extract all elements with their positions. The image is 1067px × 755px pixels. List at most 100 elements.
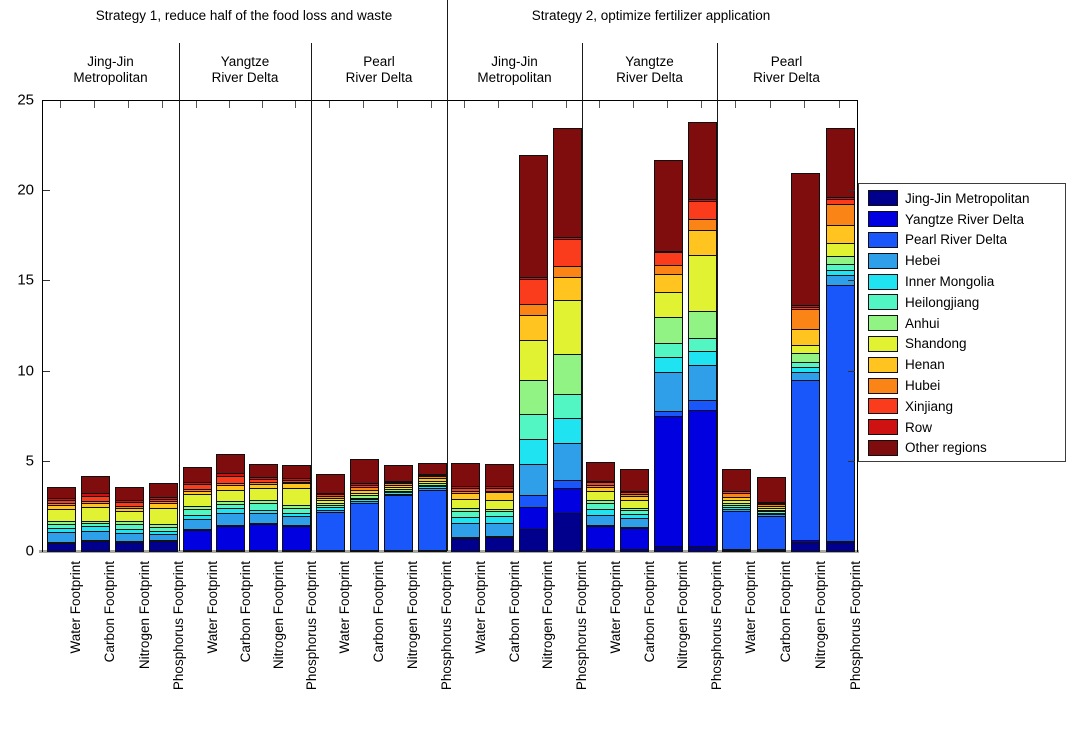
bar-segment-xinjiang xyxy=(553,239,581,266)
bar-segment-henan xyxy=(792,329,820,345)
bar-segment-row xyxy=(757,502,785,503)
x-axis-label: Carbon Footprint xyxy=(641,561,657,663)
stacked-bar-nitrogen-footprint xyxy=(249,464,278,552)
bar-segment-other-regions xyxy=(418,464,446,474)
bar-segment-anhui xyxy=(47,521,75,524)
bar-segment-pearl-river-delta xyxy=(250,523,277,524)
region-label: Jing-Jin Metropolitan xyxy=(73,54,148,85)
bar-segment-henan xyxy=(350,490,378,493)
x-axis-label: Water Footprint xyxy=(68,561,84,654)
bar-segment-shandong xyxy=(217,490,244,501)
x-axis-label: Water Footprint xyxy=(337,561,352,654)
bar-segment-hubei xyxy=(587,485,615,487)
bar-segment-other-regions xyxy=(217,455,244,473)
bar-segment-pearl-river-delta xyxy=(654,411,682,416)
bar-segment-hebei xyxy=(827,275,855,285)
stacked-bar-water-footprint xyxy=(183,467,212,552)
bar-segment-henan xyxy=(486,492,514,500)
y-tick-mark xyxy=(43,280,50,282)
bar-segment-other-regions xyxy=(688,123,716,199)
bar-segment-anhui xyxy=(116,521,144,524)
bar-segment-anhui xyxy=(418,483,446,485)
bar-segment-yangtze-river-delta xyxy=(116,541,144,542)
x-axis-label: Carbon Footprint xyxy=(371,561,386,663)
bar-segment-henan xyxy=(418,478,446,481)
y-axis-tick-label: 25 xyxy=(17,91,34,109)
bar-segment-jing-jin-metropolitan xyxy=(757,550,785,551)
bar-segment-anhui xyxy=(384,489,412,491)
bar-segment-hebei xyxy=(486,523,514,536)
bar-segment-inner-mongolia xyxy=(47,528,75,532)
bar-segment-heilongjiang xyxy=(452,511,480,517)
region-label: Pearl River Delta xyxy=(345,54,413,85)
bar-segment-yangtze-river-delta xyxy=(587,526,615,549)
bar-segment-inner-mongolia xyxy=(316,507,344,510)
bar-segment-shandong xyxy=(250,488,277,500)
legend-label: Yangtze River Delta xyxy=(905,211,1025,227)
bar-segment-heilongjiang xyxy=(486,511,514,516)
bar-segment-hubei xyxy=(283,482,310,483)
bar-segment-yangtze-river-delta xyxy=(47,542,75,543)
bar-segment-heilongjiang xyxy=(688,338,716,351)
bar-segment-jing-jin-metropolitan xyxy=(827,542,855,551)
legend-label: Xinjiang xyxy=(905,398,954,414)
legend-color-swatch xyxy=(868,190,898,207)
x-axis-label: Water Footprint xyxy=(607,561,623,654)
bar-segment-henan xyxy=(316,498,344,500)
bar-segment-anhui xyxy=(217,501,244,504)
bar-segment-anhui xyxy=(350,495,378,498)
bar-segment-pearl-river-delta xyxy=(587,525,615,526)
legend-color-swatch xyxy=(868,294,898,311)
bar-segment-hubei xyxy=(250,482,277,484)
bar-segment-xinjiang xyxy=(519,279,547,304)
bar-segment-row xyxy=(81,493,109,496)
bar-segment-jing-jin-metropolitan xyxy=(587,549,615,551)
bar-segment-other-regions xyxy=(316,475,344,493)
stacked-bar-nitrogen-footprint xyxy=(653,160,683,552)
bar-segment-heilongjiang xyxy=(184,509,211,515)
bar-segment-other-regions xyxy=(283,466,310,478)
bar-segment-jing-jin-metropolitan xyxy=(621,549,649,551)
bar-segment-row xyxy=(384,481,412,482)
legend-entry: Henan xyxy=(859,354,1065,375)
stacked-bar-phosphorus-footprint xyxy=(417,463,447,552)
bar-segment-jing-jin-metropolitan xyxy=(184,550,211,551)
bar-segment-xinjiang xyxy=(150,499,178,501)
bar-segment-jing-jin-metropolitan xyxy=(316,550,344,551)
legend-entry: Inner Mongolia xyxy=(859,271,1065,292)
bar-segment-shandong xyxy=(757,508,785,510)
bar-segment-row xyxy=(553,237,581,239)
stacked-bar-nitrogen-footprint xyxy=(383,465,413,552)
bar-segment-inner-mongolia xyxy=(722,507,750,509)
legend-color-swatch xyxy=(868,273,898,290)
bar-segment-heilongjiang xyxy=(250,503,277,510)
bar-segment-anhui xyxy=(250,500,277,503)
x-axis-label: Phosphorus Footprint xyxy=(439,561,454,691)
bar-segment-hubei xyxy=(418,476,446,478)
bar-segment-yangtze-river-delta xyxy=(827,541,855,542)
bar-segment-heilongjiang xyxy=(418,485,446,486)
bar-segment-jing-jin-metropolitan xyxy=(418,550,446,551)
bar-segment-row xyxy=(621,491,649,492)
bar-segment-heilongjiang xyxy=(621,510,649,514)
bar-segment-shandong xyxy=(150,508,178,524)
bar-segment-shandong xyxy=(316,500,344,503)
stacked-bar-phosphorus-footprint xyxy=(149,483,179,552)
region-label: Yangtze River Delta xyxy=(211,54,279,85)
x-axis-label: Nitrogen Footprint xyxy=(675,561,691,670)
bar-segment-yangtze-river-delta xyxy=(654,416,682,546)
bar-segment-hubei xyxy=(519,304,547,315)
bar-segment-row xyxy=(418,474,446,475)
bar-segment-shandong xyxy=(553,300,581,354)
bar-segment-hubei xyxy=(654,265,682,274)
bar-segment-inner-mongolia xyxy=(217,508,244,513)
x-axis-label: Water Footprint xyxy=(472,561,488,654)
bar-segment-row xyxy=(688,199,716,201)
legend-label: Anhui xyxy=(905,315,940,331)
bar-segment-xinjiang xyxy=(688,201,716,219)
bar-segment-henan xyxy=(217,485,244,490)
bar-segment-yangtze-river-delta xyxy=(792,540,820,542)
x-tick-mark xyxy=(734,101,736,108)
bar-segment-xinjiang xyxy=(283,480,310,482)
